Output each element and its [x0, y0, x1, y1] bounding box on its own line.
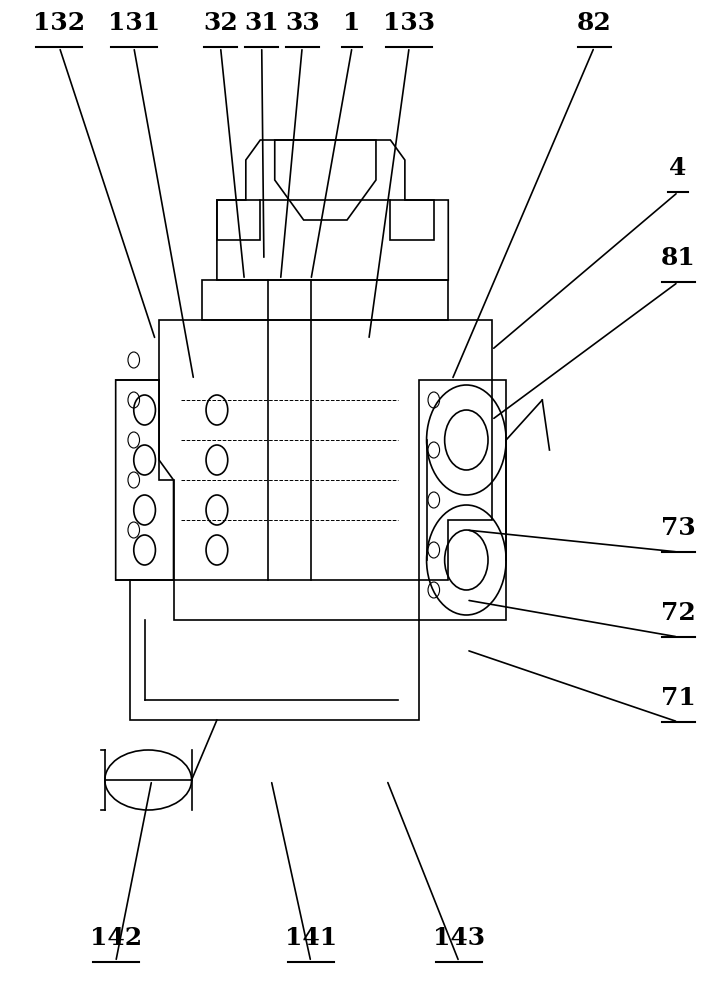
Text: 33: 33 [285, 11, 320, 35]
Text: 73: 73 [661, 516, 696, 540]
Text: 133: 133 [383, 11, 435, 35]
Text: 72: 72 [661, 601, 696, 625]
Text: 131: 131 [108, 11, 160, 35]
Text: 32: 32 [203, 11, 238, 35]
Text: 31: 31 [244, 11, 279, 35]
Text: 4: 4 [669, 156, 687, 180]
Text: 1: 1 [343, 11, 361, 35]
Text: 141: 141 [285, 926, 337, 950]
Text: 71: 71 [661, 686, 696, 710]
Text: 142: 142 [90, 926, 142, 950]
Text: 82: 82 [577, 11, 612, 35]
Text: 132: 132 [33, 11, 85, 35]
Text: 143: 143 [433, 926, 485, 950]
Text: 81: 81 [661, 246, 696, 270]
